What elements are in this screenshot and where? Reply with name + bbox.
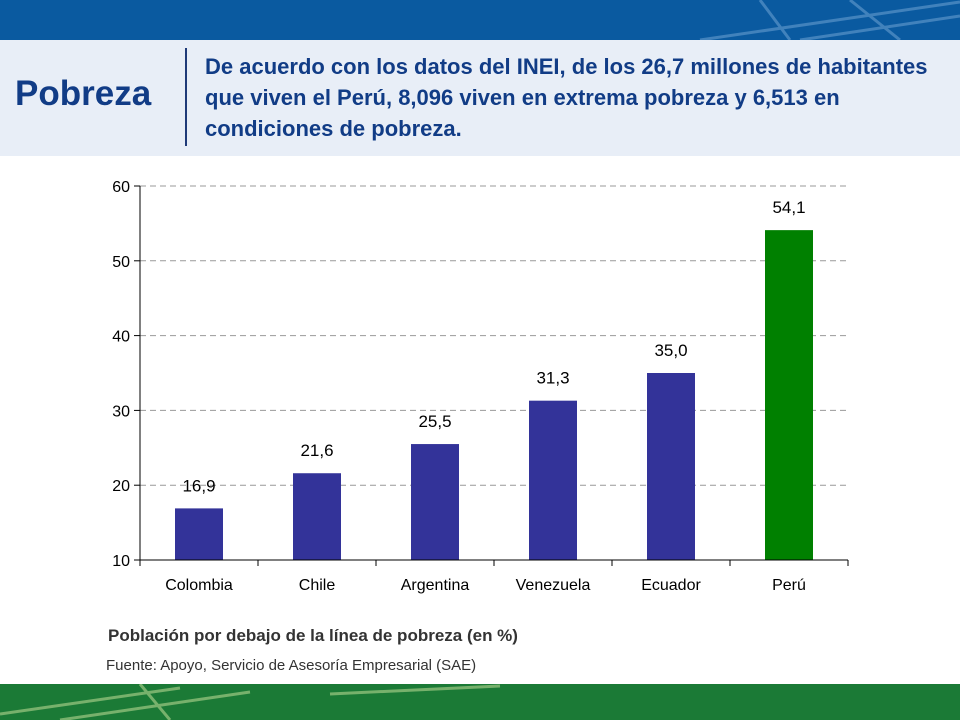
y-tick-label: 50	[112, 254, 130, 271]
bar-perú	[765, 230, 813, 560]
x-tick-label: Venezuela	[516, 577, 591, 594]
bottom-decorative-band	[0, 684, 960, 720]
bar-chile	[293, 473, 341, 560]
chart-labels: 10 20 30 40 50 60 16,9 Colombia 21,6 Chile 25,5 Arg…	[112, 179, 806, 594]
header: Pobreza De acuerdo con los datos del INE…	[0, 40, 960, 156]
grid-lines	[140, 185, 848, 486]
header-divider	[185, 48, 187, 146]
bars	[175, 230, 813, 560]
data-label: 54,1	[772, 198, 805, 217]
x-tick-label: Chile	[299, 577, 336, 594]
y-tick-label: 40	[112, 329, 130, 346]
data-label: 25,5	[418, 412, 451, 431]
data-label: 31,3	[536, 369, 569, 388]
page-title: Pobreza	[15, 74, 152, 113]
bar-colombia	[175, 508, 223, 560]
y-tick-label: 20	[112, 478, 130, 495]
bar-argentina	[411, 444, 459, 560]
page-subtitle: De acuerdo con los datos del INEI, de lo…	[205, 54, 928, 141]
court-lines-decoration	[699, 0, 960, 40]
y-tick-label: 30	[112, 403, 130, 420]
poverty-bar-chart: 10 20 30 40 50 60 16,9 Colombia 21,6 Chile 25,5 Arg…	[112, 179, 849, 594]
data-label: 21,6	[300, 441, 333, 460]
data-label: 16,9	[182, 476, 215, 495]
top-decorative-band	[0, 0, 960, 40]
x-tick-label: Colombia	[165, 577, 233, 594]
x-tick-label: Perú	[772, 577, 806, 594]
field-lines-decoration	[0, 684, 501, 720]
x-tick-label: Argentina	[401, 577, 470, 594]
bar-ecuador	[647, 373, 695, 560]
data-label: 35,0	[654, 341, 687, 360]
bar-venezuela	[529, 400, 577, 560]
x-tick-label: Ecuador	[641, 577, 701, 594]
chart-caption: Población por debajo de la línea de pobr…	[108, 626, 518, 645]
chart-source: Fuente: Apoyo, Servicio de Asesoría Empr…	[106, 657, 477, 674]
y-tick-label: 10	[112, 553, 130, 570]
axes	[134, 185, 849, 566]
y-tick-label: 60	[112, 179, 130, 196]
